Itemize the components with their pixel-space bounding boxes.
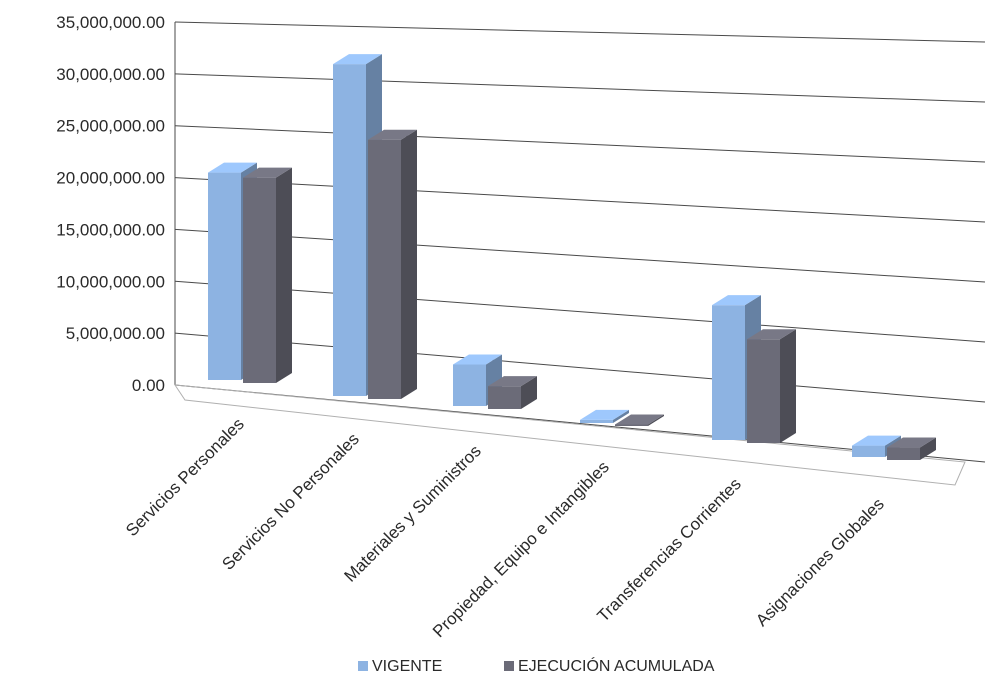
bar-top-face <box>488 376 537 387</box>
y-tick-label: 5,000,000.00 <box>66 324 165 343</box>
bar-side-face <box>276 167 292 383</box>
legend-label-ejecucion: EJECUCIÓN ACUMULADA <box>518 656 715 675</box>
x-tick-label: Servicios Personales <box>122 414 248 540</box>
legend-swatch-ejecucion <box>504 661 514 671</box>
y-tick-label: 15,000,000.00 <box>56 220 165 239</box>
legend-swatch-vigente <box>358 661 368 671</box>
bar-top-face <box>453 354 502 365</box>
y-tick-label: 20,000,000.00 <box>56 169 165 188</box>
bar-side-face <box>401 129 417 399</box>
bar-top-face <box>333 54 382 65</box>
bar-front-face <box>208 172 241 380</box>
bar-top-face <box>243 167 292 178</box>
grid-lines <box>173 21 986 486</box>
bar-ejecucion-3 <box>615 414 664 426</box>
y-tick-label: 0.00 <box>132 376 165 395</box>
gridline <box>174 280 986 343</box>
bar-top-face <box>615 414 664 425</box>
bar-front-face <box>243 177 276 383</box>
x-tick-label: Asignaciones Globales <box>752 494 888 630</box>
x-tick-label: Materiales y Suministros <box>340 441 484 585</box>
x-tick-label: Transferencias Corrientes <box>594 474 745 625</box>
bar-front-face <box>368 139 401 399</box>
bar-top-face <box>747 329 796 340</box>
bar-ejecucion-2 <box>488 376 537 409</box>
x-tick-label: Propiedad, Equipo e Intangibles <box>429 457 613 641</box>
gridline <box>174 228 986 283</box>
bar-top-face <box>208 162 257 173</box>
gridline <box>174 332 986 403</box>
gridline <box>174 177 986 223</box>
y-tick-label: 30,000,000.00 <box>56 65 165 84</box>
bar-front-face <box>333 64 366 396</box>
bar-top-face <box>368 129 417 140</box>
bar-front-face <box>712 305 745 440</box>
gridline <box>174 125 986 163</box>
bar-side-face <box>780 329 796 443</box>
bar-front-face <box>852 445 885 457</box>
bar-side-face <box>521 376 537 409</box>
bar-ejecucion-1 <box>368 129 417 399</box>
y-axis-tick-labels: 0.00 5,000,000.00 10,000,000.00 15,000,000.… <box>56 13 165 395</box>
bar-front-face <box>747 339 780 443</box>
y-tick-label: 35,000,000.00 <box>56 13 165 32</box>
bar-top-face <box>852 435 901 446</box>
bar-front-face <box>453 364 486 406</box>
bar-front-face <box>887 447 920 460</box>
bar-side-face <box>920 437 936 460</box>
legend: VIGENTE EJECUCIÓN ACUMULADA <box>358 656 715 675</box>
x-tick-label: Servicios No Personales <box>218 429 362 573</box>
bar-ejecucion-0 <box>243 167 292 383</box>
bar-front-face <box>615 424 648 426</box>
bar-top-face <box>580 409 629 420</box>
bar-side-face <box>648 414 664 426</box>
y-tick-label: 10,000,000.00 <box>56 272 165 291</box>
chart-floor <box>173 384 966 486</box>
gridline <box>174 21 986 43</box>
bar-front-face <box>580 419 613 423</box>
legend-label-vigente: VIGENTE <box>372 658 442 675</box>
bar-ejecucion-4 <box>747 329 796 443</box>
bar-front-face <box>488 386 521 409</box>
bar-ejecucion-5 <box>887 437 936 460</box>
y-tick-label: 25,000,000.00 <box>56 117 165 136</box>
gridline <box>174 73 986 103</box>
bars <box>208 54 936 460</box>
bar-top-face <box>712 295 761 306</box>
bar-top-face <box>887 437 936 448</box>
bar-side-face <box>613 409 629 423</box>
bar-vigente-3 <box>580 409 629 423</box>
bar-vigente-2 <box>453 354 502 406</box>
